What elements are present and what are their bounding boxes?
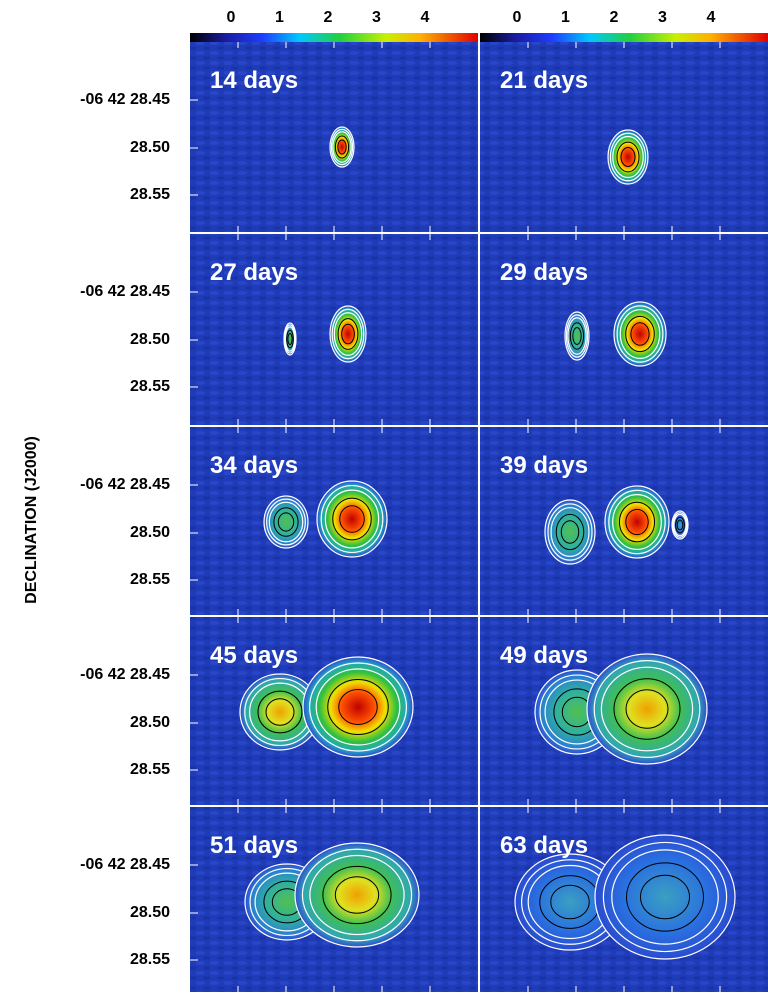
y-tick-label: 28.55 xyxy=(130,186,170,203)
figure: DECLINATION (J2000) 14 days-06 42 28.452… xyxy=(0,0,768,992)
panel-label: 45 days xyxy=(210,642,298,669)
y-tick-label: -06 42 28.45 xyxy=(80,666,170,683)
colorbar-tick-label: 1 xyxy=(561,9,570,26)
panel-label: 63 days xyxy=(500,832,588,859)
colorbar xyxy=(480,33,768,42)
y-tick-label: 28.55 xyxy=(130,378,170,395)
colorbar-tick-label: 2 xyxy=(610,9,619,26)
panel-label: 51 days xyxy=(210,832,298,859)
panel-label: 21 days xyxy=(500,67,588,94)
image-panel: 45 days -06 42 28.45 28.50 28.55 xyxy=(80,617,478,805)
y-tick-label: 28.55 xyxy=(130,761,170,778)
colorbar xyxy=(190,33,478,42)
colorbar-tick-label: 2 xyxy=(324,9,333,26)
image-panel: 34 days -06 42 28.45 28.50 28.55 xyxy=(80,427,478,615)
panel-label: 29 days xyxy=(500,259,588,286)
source-emission xyxy=(595,835,735,959)
y-tick-label: -06 42 28.45 xyxy=(80,476,170,493)
colorbar-tick-label: 0 xyxy=(513,9,522,26)
image-panel: 27 days -06 42 28.45 28.50 28.55 xyxy=(80,234,478,425)
y-tick-label: -06 42 28.45 xyxy=(80,91,170,108)
panel-label: 27 days xyxy=(210,259,298,286)
y-axis-label: DECLINATION (J2000) xyxy=(23,436,40,604)
y-tick-label: -06 42 28.45 xyxy=(80,856,170,873)
colorbar-tick-label: 4 xyxy=(707,9,716,26)
colorbar-tick-label: 1 xyxy=(275,9,284,26)
y-tick-label: 28.50 xyxy=(130,524,170,541)
panel-label: 14 days xyxy=(210,67,298,94)
panel-label: 49 days xyxy=(500,642,588,669)
image-panel: 21 days xyxy=(480,42,768,232)
panel-label: 34 days xyxy=(210,452,298,479)
colorbar-tick-label: 4 xyxy=(421,9,430,26)
image-panel: 39 days xyxy=(480,427,768,615)
y-tick-label: 28.50 xyxy=(130,904,170,921)
image-panel: 14 days -06 42 28.45 28.50 28.55 xyxy=(80,42,478,232)
image-panel: 49 days xyxy=(480,617,768,805)
panel-label: 39 days xyxy=(500,452,588,479)
image-panel: 63 days xyxy=(480,807,768,992)
colorbar-tick-label: 3 xyxy=(372,9,381,26)
y-tick-label: 28.55 xyxy=(130,571,170,588)
colorbar-tick-label: 0 xyxy=(227,9,236,26)
y-tick-label: 28.50 xyxy=(130,714,170,731)
y-tick-label: 28.55 xyxy=(130,951,170,968)
y-tick-label: 28.50 xyxy=(130,331,170,348)
colorbar-tick-label: 3 xyxy=(658,9,667,26)
image-panel: 29 days xyxy=(480,234,768,425)
y-tick-label: -06 42 28.45 xyxy=(80,283,170,300)
y-tick-label: 28.50 xyxy=(130,139,170,156)
image-panel: 51 days -06 42 28.45 28.50 28.55 xyxy=(80,807,478,992)
